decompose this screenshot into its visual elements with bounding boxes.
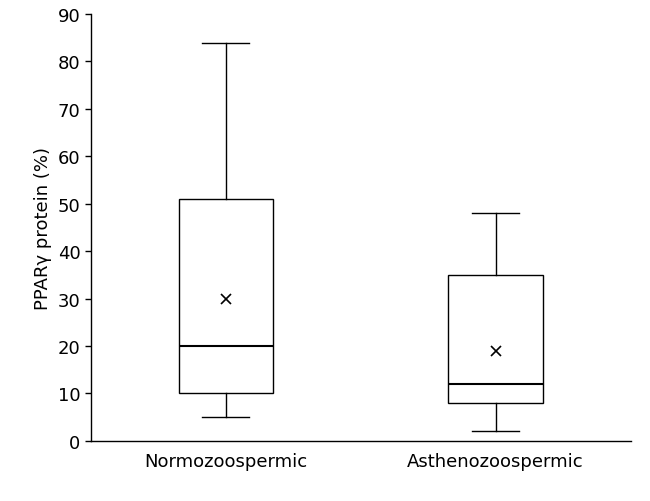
Y-axis label: PPARγ protein (%): PPARγ protein (%) — [34, 147, 52, 309]
PathPatch shape — [179, 199, 273, 394]
PathPatch shape — [448, 275, 543, 403]
